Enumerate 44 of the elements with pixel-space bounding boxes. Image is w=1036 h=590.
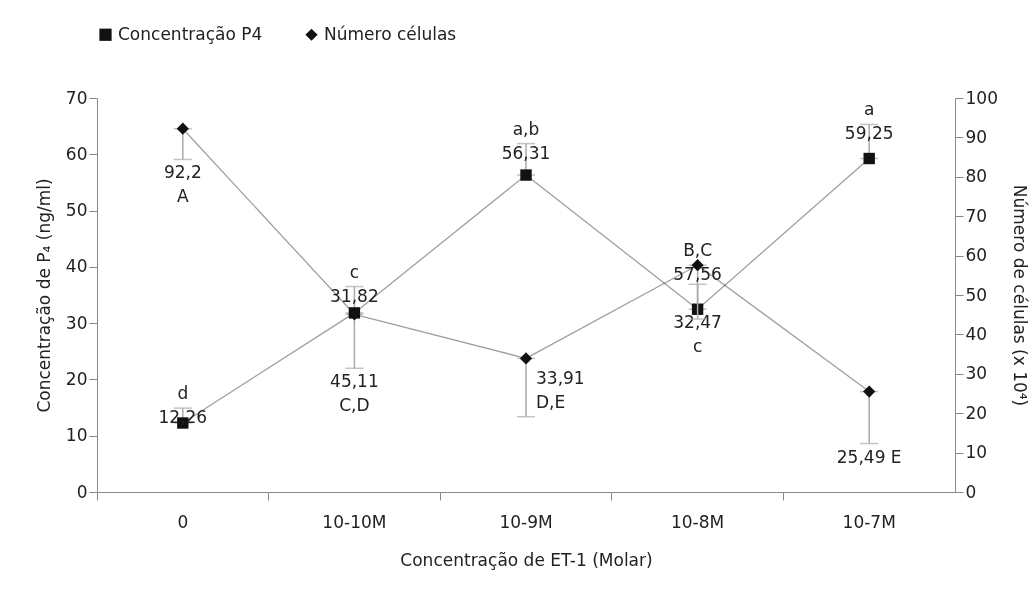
point: [863, 152, 875, 165]
x-axis-title: Concentração de ET-1 (Molar): [400, 549, 653, 570]
point: [863, 385, 876, 398]
y-tick-label: 10: [65, 425, 88, 446]
data-label: c 31,82: [330, 261, 379, 306]
y-tick-label: 60: [65, 143, 88, 164]
y2-tick-label: 90: [965, 126, 988, 147]
y2-tick-label: 0: [965, 481, 977, 502]
data-label: 45,11 C,D: [330, 371, 379, 416]
y2-tick-label: 50: [965, 284, 988, 305]
y2-axis-title: Número de células (x 10⁴): [1009, 184, 1030, 407]
data-label: 33,91 D,E: [536, 367, 585, 412]
point: [176, 122, 189, 135]
data-label: a 59,25: [844, 99, 894, 144]
x-tick-label: 10-10M: [322, 511, 387, 532]
y-tick-label: 40: [65, 256, 88, 277]
data-label: a,b 56,31: [501, 118, 551, 163]
y2-tick-label: 30: [965, 363, 988, 384]
y2-tick-label: 70: [965, 205, 988, 226]
y2-tick-label: 100: [965, 87, 998, 108]
y2-tick-label: 20: [965, 402, 988, 423]
data-label: d 12,26: [158, 383, 208, 428]
y-tick-label: 20: [65, 368, 88, 389]
data-label: 25,49 E: [836, 446, 902, 467]
point: [520, 169, 532, 181]
data-label: 92,2 A: [163, 162, 202, 207]
x-tick-label: 10-8M: [670, 511, 725, 532]
data-label: B,C 57,56: [673, 240, 722, 285]
y2-tick-label: 60: [965, 245, 988, 266]
data-label: 32,47 c: [673, 312, 722, 357]
y-tick-label: 70: [65, 87, 88, 108]
y-tick-label: 50: [65, 200, 88, 221]
y-axis-title: Concentração de P₄ (ng/ml): [33, 178, 54, 413]
x-tick-label: 10-9M: [499, 511, 553, 532]
y2-tick-label: 80: [965, 166, 988, 187]
y-tick-label: 30: [65, 312, 88, 333]
y2-tick-label: 10: [965, 442, 988, 463]
point: [519, 352, 533, 365]
legend-label: Concentração P4: [118, 23, 263, 44]
x-tick-label: 10-7M: [842, 511, 896, 532]
y2-tick-label: 40: [965, 323, 988, 344]
y-tick-label: 0: [76, 481, 88, 502]
legend-label: Número células: [324, 23, 457, 44]
x-tick-label: 0: [177, 511, 189, 532]
